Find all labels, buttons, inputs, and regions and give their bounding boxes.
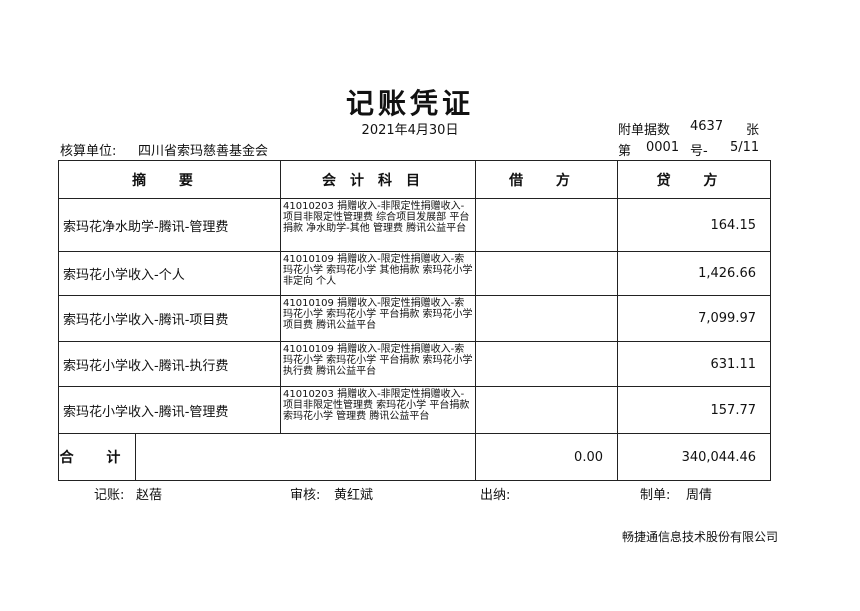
number-sep: 号-: [690, 144, 708, 159]
entry-row: 索玛花小学收入-腾讯-项目费 41010109 捐赠收入-限定性捐赠收入-索玛花…: [58, 295, 771, 342]
header-row: 摘 要 会计科目 借 方 贷 方: [58, 160, 771, 199]
maker-label: 制单:: [640, 488, 671, 503]
attachments: 4637: [690, 119, 724, 134]
debit: [475, 386, 618, 434]
page-no: 5/11: [730, 140, 760, 155]
column-header: 摘 要: [58, 160, 281, 199]
account: 41010203 捐赠收入-非限定性捐赠收入-项目非限定性管理费 综合项目发展部…: [280, 198, 476, 252]
account: 41010109 捐赠收入-限定性捐赠收入-索玛花小学 索玛花小学 平台捐款 索…: [280, 341, 476, 387]
company: 畅捷通信息技术股份有限公司: [622, 530, 779, 544]
total-blank: [136, 434, 475, 480]
column-header: 会计科目: [280, 160, 476, 199]
reviewer-label: 审核:: [290, 488, 321, 503]
account: 41010109 捐赠收入-限定性捐赠收入-索玛花小学 索玛花小学 其他捐款 索…: [280, 251, 476, 296]
debit: [475, 295, 618, 342]
credit: 164.15: [617, 198, 771, 252]
unit-label: 核算单位:: [60, 144, 117, 159]
number: 0001: [646, 140, 680, 155]
credit: 7,099.97: [617, 295, 771, 342]
summary: 索玛花净水助学-腾讯-管理费: [58, 198, 281, 252]
total-split: 合 计: [59, 434, 475, 480]
voucher-table: 摘 要 会计科目 借 方 贷 方 索玛花净水助学-腾讯-管理费 41010203…: [58, 160, 771, 481]
entry-row: 索玛花小学收入-个人 41010109 捐赠收入-限定性捐赠收入-索玛花小学 索…: [58, 251, 771, 296]
total-cell: 合 计: [58, 433, 476, 481]
debit: [475, 341, 618, 387]
account: 41010109 捐赠收入-限定性捐赠收入-索玛花小学 索玛花小学 平台捐款 索…: [280, 295, 476, 342]
debit: [475, 251, 618, 296]
bookkeeper-label: 记账:: [94, 488, 125, 503]
summary: 索玛花小学收入-腾讯-执行费: [58, 341, 281, 387]
summary: 索玛花小学收入-腾讯-管理费: [58, 386, 281, 434]
credit: 631.11: [617, 341, 771, 387]
attachments-label: 附单据数: [618, 123, 671, 138]
summary: 索玛花小学收入-腾讯-项目费: [58, 295, 281, 342]
date: 2021年4月30日: [361, 123, 459, 138]
credit: 1,426.66: [617, 251, 771, 296]
cashier-label: 出纳:: [480, 488, 511, 503]
summary: 索玛花小学收入-个人: [58, 251, 281, 296]
reviewer: 黄红斌: [334, 488, 374, 503]
column-header: 贷 方: [617, 160, 771, 199]
total-label: 合 计: [59, 434, 136, 480]
total-debit: 0.00: [475, 433, 618, 481]
maker: 周倩: [686, 488, 713, 503]
title: 记账凭证: [345, 87, 474, 120]
total-credit: 340,044.46: [617, 433, 771, 481]
bookkeeper: 赵蓓: [136, 488, 163, 503]
unit: 四川省索玛慈善基金会: [138, 144, 269, 159]
debit: [475, 198, 618, 252]
entry-row: 索玛花小学收入-腾讯-管理费 41010203 捐赠收入-非限定性捐赠收入-项目…: [58, 386, 771, 434]
entry-row: 索玛花净水助学-腾讯-管理费 41010203 捐赠收入-非限定性捐赠收入-项目…: [58, 198, 771, 252]
column-header: 借 方: [475, 160, 618, 199]
entry-row: 索玛花小学收入-腾讯-执行费 41010109 捐赠收入-限定性捐赠收入-索玛花…: [58, 341, 771, 387]
attachments-unit: 张: [746, 123, 760, 138]
total-row: 合 计 0.00 340,044.46: [58, 433, 771, 481]
number-label: 第: [618, 144, 632, 159]
credit: 157.77: [617, 386, 771, 434]
account: 41010203 捐赠收入-非限定性捐赠收入-项目非限定性管理费 索玛花小学 平…: [280, 386, 476, 434]
